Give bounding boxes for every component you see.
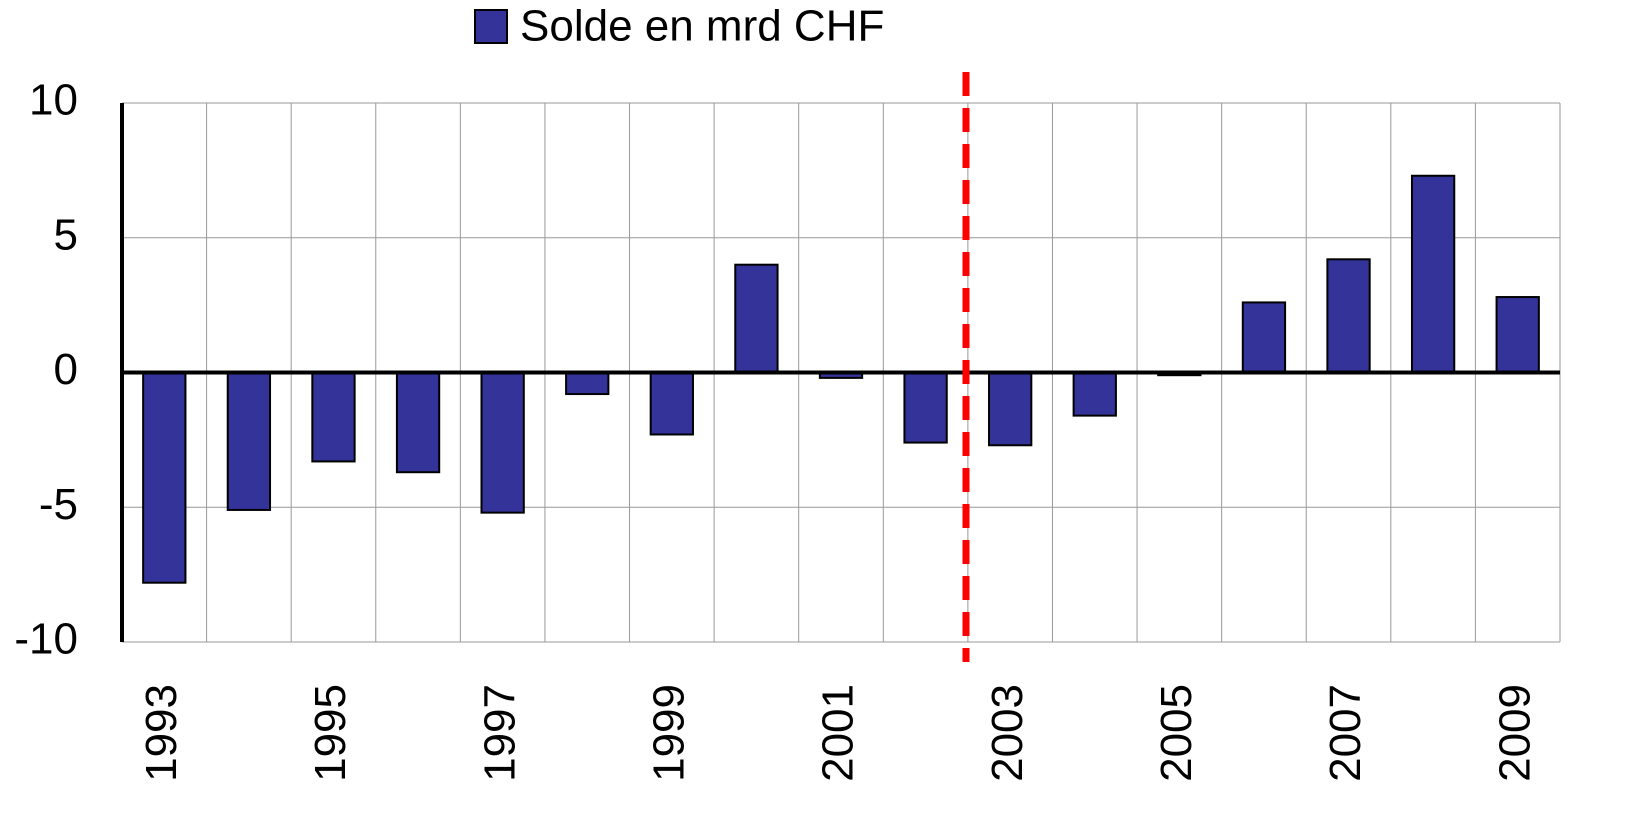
x-tick-label: 1993 [137, 684, 186, 782]
bar [734, 263, 779, 374]
bar [311, 371, 356, 463]
y-tick-label: -10 [14, 615, 78, 664]
x-tick-label: 1997 [475, 684, 524, 782]
bar [1072, 371, 1117, 417]
x-tick-label: 2003 [983, 684, 1032, 782]
axes: -10 -5 0 5 10 1993 1995 1997 1999 2001 2003 2005 200… [14, 76, 1560, 782]
bar [480, 371, 525, 514]
y-tick-label: -5 [39, 480, 78, 529]
bar [565, 371, 610, 396]
y-tick-label: 10 [29, 76, 78, 125]
bar [1241, 301, 1287, 374]
x-tick-label: 2005 [1152, 684, 1201, 782]
x-tick-label: 1999 [644, 684, 693, 782]
bar [1410, 174, 1456, 374]
bar [649, 371, 694, 436]
x-tick-label: 2001 [814, 684, 863, 782]
bar [1495, 296, 1540, 374]
x-tick-label: 2009 [1490, 684, 1539, 782]
y-tick-label: 5 [54, 210, 78, 259]
bars [142, 174, 1540, 584]
x-tick-label: 2007 [1321, 684, 1370, 782]
legend-swatch [474, 9, 508, 44]
y-tick-label: 0 [54, 345, 78, 394]
x-tick-label: 1995 [306, 684, 355, 782]
bar [1326, 258, 1371, 374]
bar [903, 371, 948, 444]
bar [988, 371, 1033, 447]
bar [142, 371, 187, 584]
bar [395, 371, 441, 474]
legend-label: Solde en mrd CHF [520, 2, 884, 51]
bar [226, 371, 272, 511]
